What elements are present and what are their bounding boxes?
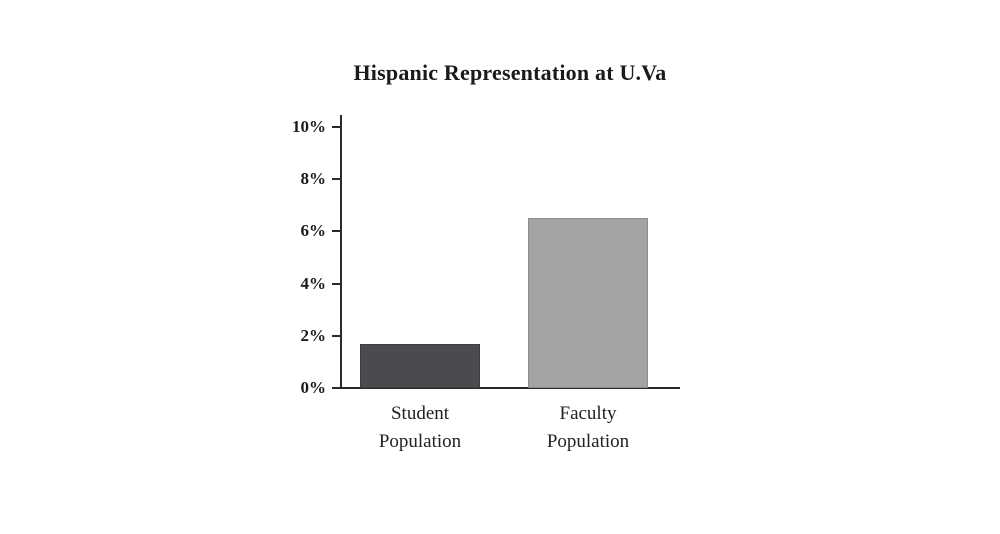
y-tick-mark <box>332 387 340 389</box>
category-label-line: Faculty <box>559 403 617 424</box>
y-tick-label: 2% <box>300 325 327 345</box>
y-tick-mark <box>332 334 340 337</box>
y-tick-label: 8% <box>300 169 327 189</box>
y-axis-line <box>340 115 342 388</box>
category-label: Student Population <box>340 400 500 456</box>
bar-student-population <box>360 343 480 388</box>
y-tick-mark <box>332 178 340 181</box>
category-label-line: Population <box>378 431 462 452</box>
y-tick-mark <box>332 230 340 233</box>
bar-faculty-population <box>528 218 648 388</box>
category-label-line: Population <box>546 431 630 452</box>
y-tick-label: 6% <box>300 221 327 241</box>
plot-area: 0% 2% 4% 6% 8% 10% Student Population Faculty Po… <box>292 115 680 452</box>
x-axis-line <box>340 387 680 389</box>
category-label-line: Student <box>390 403 450 424</box>
y-tick-mark <box>332 126 340 128</box>
y-tick-label: 10% <box>292 117 326 136</box>
chart-title: Hispanic Representation at U.Va <box>353 60 667 85</box>
y-tick-mark <box>332 282 340 285</box>
category-label: Faculty Population <box>508 400 668 456</box>
y-tick-label: 4% <box>300 273 327 293</box>
y-tick-label: 0% <box>300 378 327 397</box>
